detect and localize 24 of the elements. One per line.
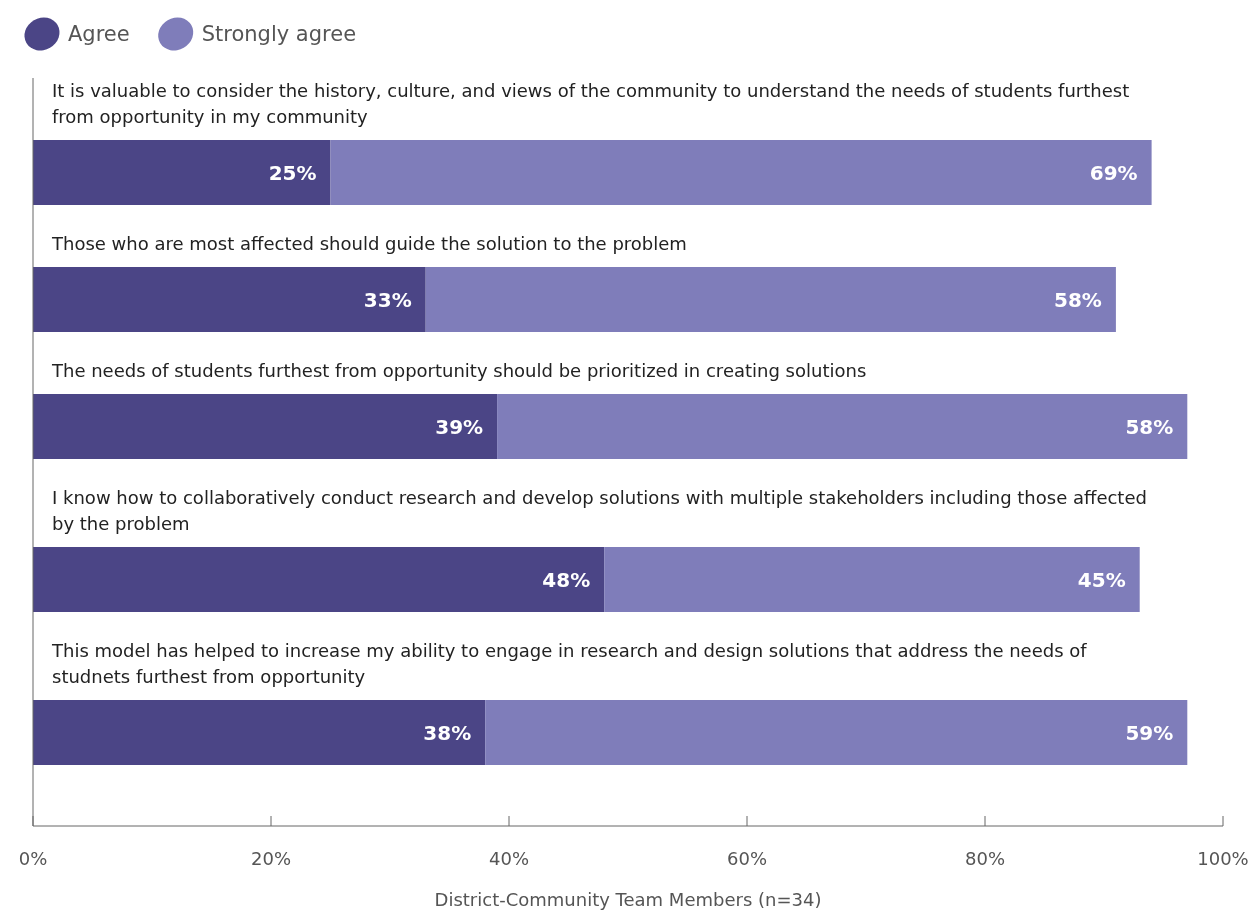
data-label: 69% xyxy=(1089,160,1138,185)
data-label: 39% xyxy=(435,414,484,439)
data-label: 48% xyxy=(542,567,591,592)
x-tick-label: 0% xyxy=(18,848,48,869)
data-label: 59% xyxy=(1125,720,1174,745)
data-label: 45% xyxy=(1077,567,1126,592)
legend-label: Strongly agree xyxy=(201,22,357,46)
data-label: 58% xyxy=(1054,287,1102,312)
legend-label: Agree xyxy=(68,22,130,46)
x-tick-label: 40% xyxy=(488,848,530,869)
y-tick-label: This model has helped to increase my ability to engage in research and design solutions that address the needs of studnets furthest from opportunity xyxy=(51,640,1088,687)
data-label: 38% xyxy=(423,720,472,745)
x-tick-label: 80% xyxy=(964,848,1006,869)
y-tick-label: It is valuable to consider the history, culture, and views of the community to understand the needs of students furthest from opportunity in my community xyxy=(52,80,1130,127)
x-tick-label: 100% xyxy=(1197,848,1249,869)
x-tick-label: 20% xyxy=(250,848,292,869)
data-label: 58% xyxy=(1125,414,1174,439)
x-tick-label: 60% xyxy=(726,848,768,869)
y-tick-label: The needs of students furthest from opportunity should be prioritized in creating solutions xyxy=(51,360,867,381)
y-tick-label: I know how to collaboratively conduct research and develop solutions with multiple stakeholders including those affected by the problem xyxy=(52,487,1147,534)
x-axis-title: District-Community Team Members (n=34) xyxy=(434,889,822,910)
data-label: 33% xyxy=(363,287,412,312)
data-label: 25% xyxy=(268,160,317,185)
y-tick-label: Those who are most affected should guide the solution to the problem xyxy=(51,233,687,254)
